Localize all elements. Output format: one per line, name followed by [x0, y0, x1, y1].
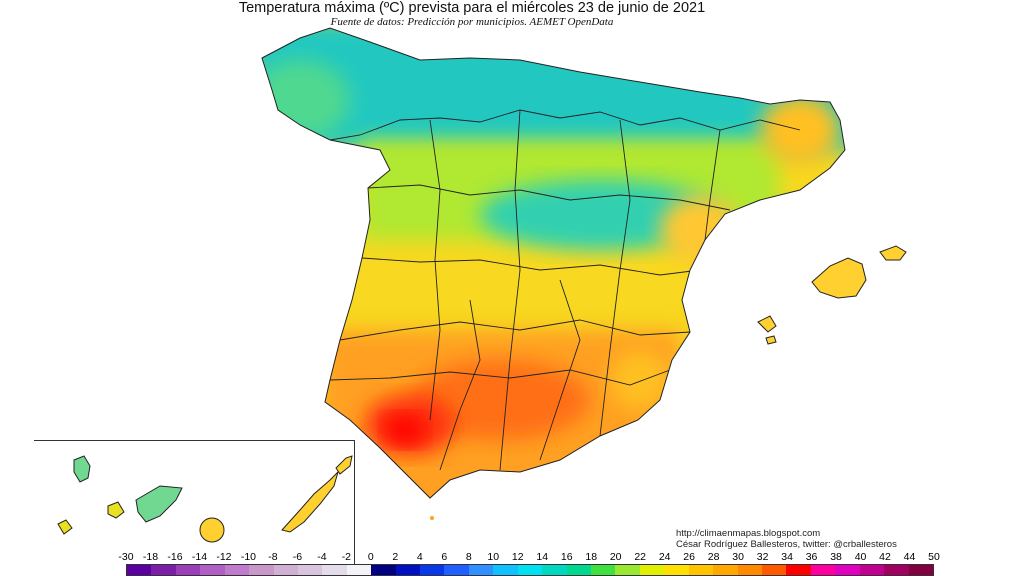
legend-swatch-25	[737, 565, 762, 575]
legend-swatch-3	[200, 565, 225, 575]
legend-swatch-30	[859, 565, 885, 575]
legend-tick-label: -8	[268, 551, 278, 563]
legend-swatch-20	[615, 565, 640, 575]
legend-swatch-17	[542, 565, 567, 575]
legend-swatch-27	[786, 565, 811, 575]
legend-tick-label: -2	[341, 551, 352, 563]
spain-outline	[261, 27, 846, 499]
legend-tick-labels: -30 -18 -16 -14 -12 -10 -8 -6 -4 -2 0 2 4 6 8 10 12 14 16 1…	[0, 551, 1024, 563]
legend-swatch-7	[297, 565, 323, 575]
legend-tick-label: 4	[416, 551, 423, 563]
legend-swatch-13	[444, 565, 469, 575]
credits: http://climaenmapas.blogspot.com César R…	[676, 528, 897, 550]
legend-swatch-6	[273, 565, 298, 575]
legend-tick-label: 50	[928, 551, 940, 563]
temperature-map	[57, 27, 907, 543]
balearic-islands	[757, 245, 907, 345]
legend-swatch-5	[249, 565, 274, 575]
legend-tick-label: 40	[854, 551, 867, 563]
legend-swatch-18	[566, 565, 592, 575]
legend-tick-label: 20	[609, 551, 622, 563]
legend-swatch-12	[420, 565, 445, 575]
legend-swatch-26	[761, 565, 787, 575]
legend-tick-label: 2	[392, 551, 399, 563]
legend-tick-label: 18	[585, 551, 598, 563]
legend-tick-label: 28	[707, 551, 720, 563]
legend-swatch-28	[810, 565, 836, 575]
legend-tick-label: 14	[536, 551, 549, 563]
legend-tick-label: 16	[560, 551, 573, 563]
legend-swatch-8	[322, 565, 347, 575]
legend-swatch-0	[127, 565, 152, 575]
legend-tick-label: -4	[317, 551, 327, 563]
legend-swatch-22	[664, 565, 689, 575]
legend-swatch-24	[713, 565, 738, 575]
legend-swatch-16	[517, 565, 543, 575]
legend-tick-label: 34	[781, 551, 793, 563]
legend-tick-label: -6	[292, 551, 303, 563]
legend-tick-label: 38	[830, 551, 842, 563]
legend-tick-label: 12	[511, 551, 524, 563]
legend-tick-label: -18	[142, 551, 159, 563]
legend-swatch-15	[493, 565, 518, 575]
legend-tick-label: 8	[465, 551, 472, 563]
map-title: Temperatura máxima (ºC) prevista para el…	[238, 0, 706, 16]
legend-swatch-10	[371, 565, 396, 575]
legend-swatch-19	[591, 565, 616, 575]
legend-swatch-23	[688, 565, 714, 575]
legend-color-bar	[126, 564, 934, 576]
credits-author: César Rodríguez Ballesteros, twitter: @c…	[676, 539, 897, 550]
canary-islands-inset-frame	[34, 440, 355, 569]
legend-swatch-31	[884, 565, 909, 575]
legend-tick-label: 26	[683, 551, 695, 563]
legend-tick-label: 6	[441, 551, 448, 563]
map-subtitle: Fuente de datos: Predicción por municipi…	[330, 16, 614, 28]
legend-tick-label: 36	[805, 551, 818, 563]
legend-swatch-11	[395, 565, 421, 575]
legend-tick-label: 32	[756, 551, 769, 563]
legend-tick-label: -30	[118, 551, 134, 563]
legend-tick-label: 30	[732, 551, 744, 563]
legend-swatch-21	[639, 565, 665, 575]
legend-swatch-4	[224, 565, 250, 575]
legend-swatch-32	[908, 565, 933, 575]
legend-tick-label: -10	[240, 551, 257, 563]
legend-tick-label: 0	[367, 551, 374, 563]
legend-swatch-2	[175, 565, 201, 575]
credits-url[interactable]: http://climaenmapas.blogspot.com	[676, 528, 821, 539]
ceuta-marker	[430, 516, 434, 520]
legend-tick-label: 44	[903, 551, 916, 563]
legend-swatch-9	[346, 565, 372, 575]
legend-swatch-29	[835, 565, 860, 575]
legend-tick-label: -14	[191, 551, 208, 563]
legend-tick-label: -16	[167, 551, 183, 563]
legend-tick-label: 42	[879, 551, 891, 563]
legend-tick-label: 10	[487, 551, 500, 563]
legend-tick-label: 24	[658, 551, 671, 563]
canary-islands	[57, 455, 353, 543]
legend-swatch-1	[151, 565, 176, 575]
legend-tick-label: 22	[634, 551, 647, 563]
legend-swatch-14	[468, 565, 494, 575]
legend-tick-label: -12	[216, 551, 232, 563]
